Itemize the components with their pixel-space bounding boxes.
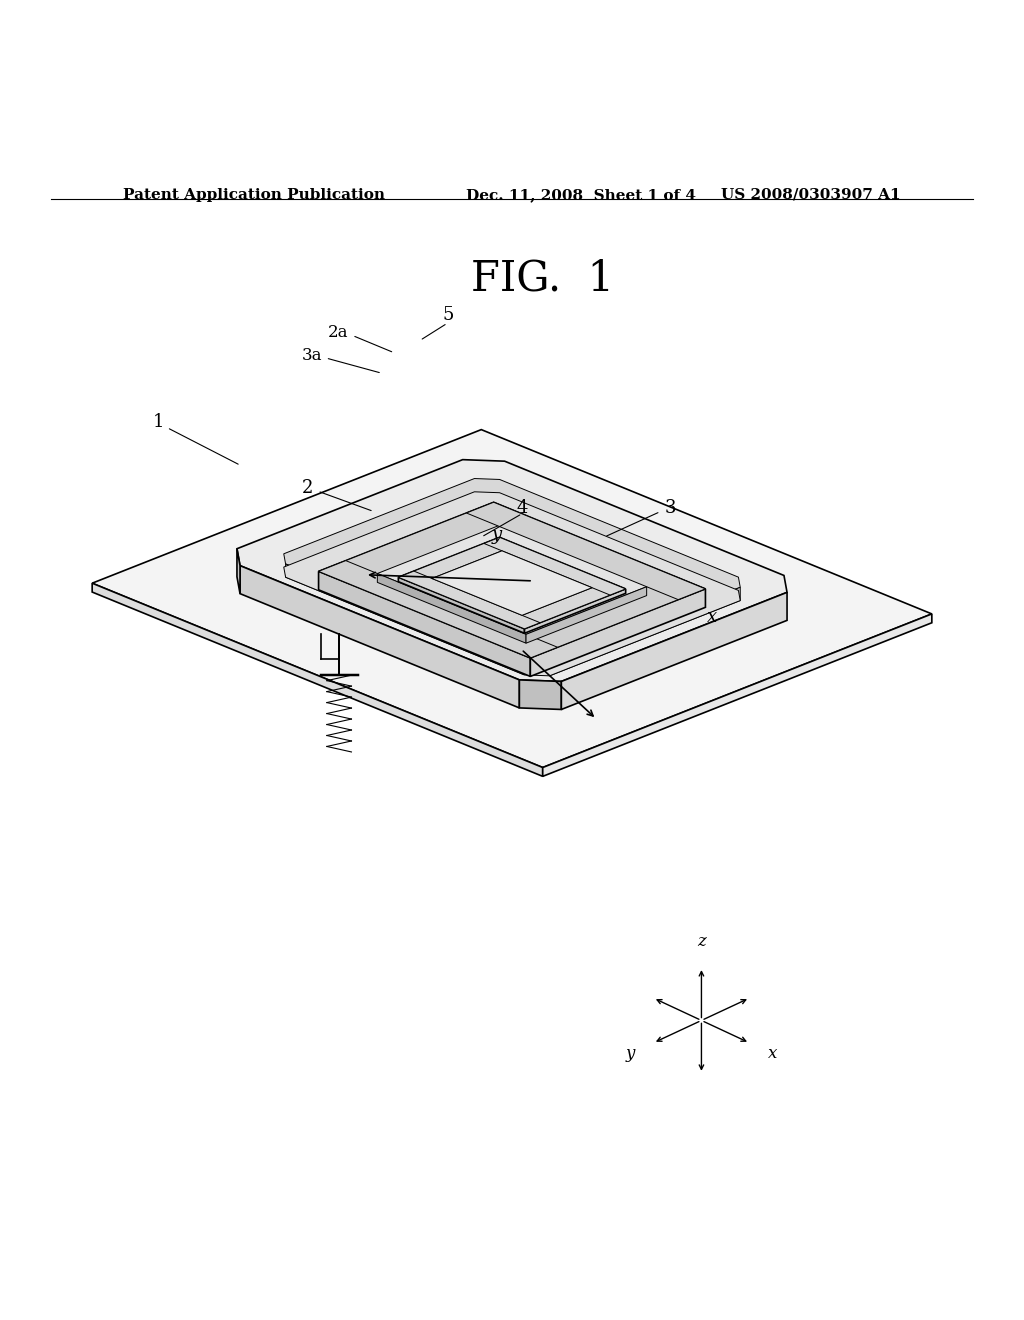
Polygon shape (543, 614, 932, 776)
Text: z: z (697, 933, 706, 950)
Polygon shape (524, 589, 626, 634)
Polygon shape (318, 572, 530, 676)
Polygon shape (530, 589, 706, 676)
Text: 3a: 3a (302, 347, 323, 364)
Polygon shape (237, 459, 787, 681)
Polygon shape (92, 429, 932, 767)
Text: FIG.  1: FIG. 1 (471, 257, 614, 300)
Text: x: x (707, 609, 717, 626)
Polygon shape (561, 593, 787, 709)
Polygon shape (398, 577, 524, 634)
Text: 5: 5 (442, 306, 455, 323)
Text: 2: 2 (301, 479, 313, 496)
Polygon shape (519, 680, 561, 709)
Text: y: y (492, 527, 502, 544)
Polygon shape (550, 587, 740, 676)
Text: 1: 1 (153, 413, 165, 432)
Polygon shape (377, 573, 526, 643)
Polygon shape (398, 537, 517, 585)
Polygon shape (318, 561, 557, 657)
Polygon shape (318, 502, 706, 657)
Polygon shape (237, 549, 240, 594)
Polygon shape (398, 572, 540, 628)
Text: y: y (626, 1045, 635, 1063)
Text: Dec. 11, 2008  Sheet 1 of 4: Dec. 11, 2008 Sheet 1 of 4 (466, 187, 696, 202)
Polygon shape (398, 537, 626, 628)
Polygon shape (318, 502, 525, 585)
Polygon shape (286, 564, 524, 675)
Polygon shape (432, 550, 592, 615)
Text: 3: 3 (665, 499, 677, 517)
Polygon shape (526, 586, 647, 643)
Polygon shape (499, 576, 706, 657)
Polygon shape (284, 479, 740, 663)
Text: 4: 4 (516, 499, 528, 517)
Polygon shape (467, 502, 706, 599)
Text: x: x (768, 1045, 777, 1063)
Text: 2a: 2a (328, 323, 348, 341)
Text: US 2008/0303907 A1: US 2008/0303907 A1 (722, 187, 901, 202)
Text: Patent Application Publication: Patent Application Publication (123, 187, 385, 202)
Polygon shape (484, 537, 626, 595)
Polygon shape (240, 566, 519, 708)
Polygon shape (92, 583, 543, 776)
Polygon shape (507, 582, 626, 628)
Polygon shape (284, 492, 740, 676)
